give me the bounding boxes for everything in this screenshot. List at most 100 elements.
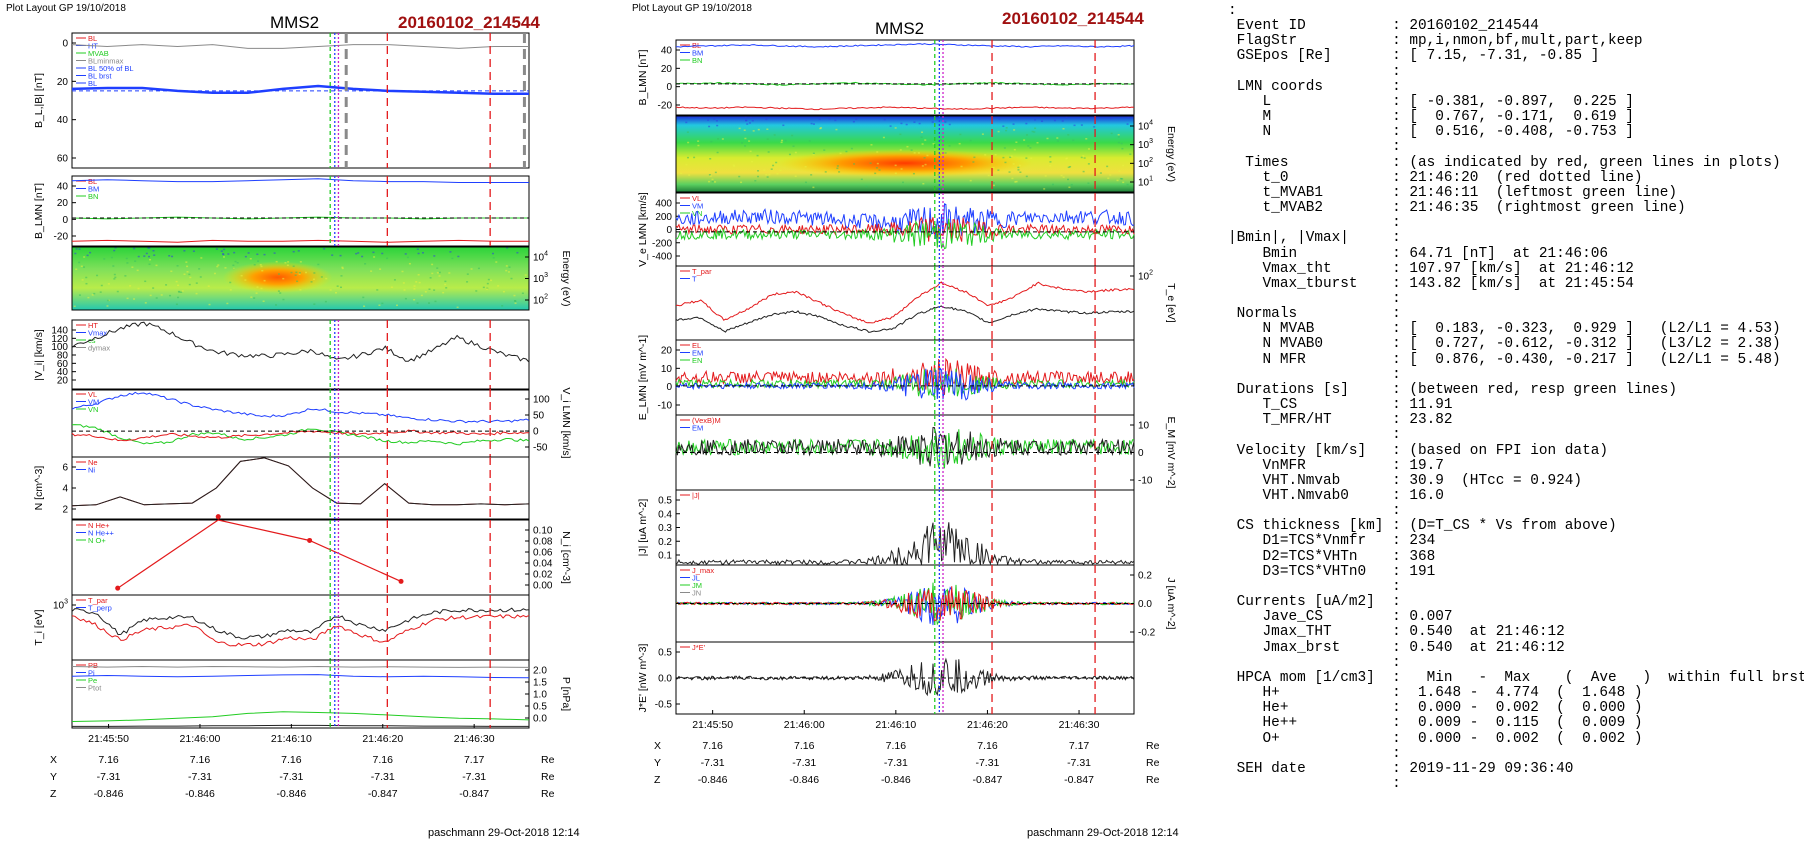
legend-label: BL brst xyxy=(88,72,112,81)
spectrogram-pixel xyxy=(1056,140,1059,142)
ephemeris-value: -0.846 xyxy=(698,774,728,786)
spectrogram-pixel xyxy=(323,248,326,250)
spectrogram-pixel xyxy=(220,250,223,252)
spectrogram-pixel xyxy=(78,248,81,250)
y-tick-label: 103 xyxy=(533,272,548,285)
spectrogram-pixel xyxy=(794,175,797,178)
spectrogram-pixel xyxy=(186,271,189,273)
series-T_par xyxy=(71,614,530,647)
spectrogram-pixel xyxy=(1121,147,1124,150)
spectrogram-pixel xyxy=(249,258,252,260)
spectrogram-pixel xyxy=(931,121,934,123)
legend-label: MVAB xyxy=(88,49,109,58)
y-tick-label: 20 xyxy=(661,346,673,357)
ephemeris-value: -7.31 xyxy=(97,771,121,783)
ephemeris-value: 7.17 xyxy=(464,754,485,766)
spectrogram-pixel xyxy=(256,253,259,256)
spectrogram-pixel xyxy=(773,134,776,136)
spectrogram-pixel xyxy=(223,248,226,251)
spectrogram-pixel xyxy=(812,153,815,156)
event-summary-panel: : Event ID : 20160102_214544 FlagStr : m… xyxy=(1228,3,1804,834)
spectrogram-pixel xyxy=(355,252,358,255)
spectrogram-pixel xyxy=(766,176,769,178)
spectrogram-pixel xyxy=(234,260,237,263)
y-tick-label: -20 xyxy=(54,232,69,243)
y-tick-label: 0.2 xyxy=(1138,571,1152,582)
spectrogram-pixel xyxy=(899,133,902,136)
y-axis-label: |V_i| [km/s] xyxy=(33,329,45,381)
spectrogram-pixel xyxy=(442,291,445,294)
spectrogram-pixel xyxy=(1126,123,1129,125)
y-tick-label: 0 xyxy=(533,427,539,438)
spectrogram-pixel xyxy=(1065,116,1068,119)
panel-frame xyxy=(71,175,530,247)
y-tick-label: 60 xyxy=(57,359,69,370)
spectrogram-pixel xyxy=(924,139,927,141)
spectrogram-pixel xyxy=(1041,120,1044,122)
spectrogram-pixel xyxy=(1083,157,1086,159)
y-tick-label: 2 xyxy=(62,505,68,516)
spectrogram-pixel xyxy=(1005,129,1008,132)
spectrogram-pixel xyxy=(413,298,416,301)
y-tick-label: 101 xyxy=(1138,176,1153,189)
spectrogram-pixel xyxy=(325,277,328,280)
spectrogram-pixel xyxy=(900,168,903,170)
spectrogram-pixel xyxy=(99,291,102,293)
spectrogram-pixel xyxy=(110,256,113,259)
spectrogram-pixel xyxy=(918,122,921,125)
spectrogram-pixel xyxy=(83,256,86,258)
spectrogram-pixel xyxy=(124,275,127,277)
y-tick-label: 102 xyxy=(533,294,548,307)
spectrogram-pixel xyxy=(926,154,929,157)
spectrogram-pixel xyxy=(772,164,775,167)
spectrogram-pixel xyxy=(75,268,78,271)
spectrogram-pixel xyxy=(1087,182,1090,184)
panel-frame xyxy=(71,456,530,520)
spectrogram-pixel xyxy=(126,297,129,300)
spectrogram-pixel xyxy=(93,292,96,295)
spectrogram-pixel xyxy=(226,302,229,305)
spectrogram-pixel xyxy=(390,286,393,289)
spectrogram-pixel xyxy=(839,152,842,155)
spectrogram-pixel xyxy=(263,279,266,282)
spectrogram-pixel xyxy=(361,255,364,258)
event-title-left: 20160102_214544 xyxy=(398,13,540,32)
series-T_perp xyxy=(71,607,530,640)
spectrogram-pixel xyxy=(875,167,878,169)
spectrogram-pixel xyxy=(707,119,710,121)
ephemeris-unit: Re xyxy=(1146,757,1160,769)
layout-caption-middle: Plot Layout GP 19/10/2018 xyxy=(632,3,752,14)
spectrogram-pixel xyxy=(416,302,419,304)
spectrogram-pixel xyxy=(905,123,908,126)
spectrogram-pixel xyxy=(378,304,381,307)
spectrogram-pixel xyxy=(363,305,366,307)
spectrogram-pixel xyxy=(788,153,791,156)
panel-frame xyxy=(675,265,1135,341)
spectrogram-pixel xyxy=(1010,155,1013,158)
spectrogram-pixel xyxy=(506,247,509,249)
spectrogram-pixel xyxy=(298,273,301,275)
spectrogram-pixel xyxy=(112,265,115,267)
spectrogram-pixel xyxy=(754,180,757,182)
spectrogram-pixel xyxy=(1033,131,1036,133)
spectrogram-pixel xyxy=(852,120,855,123)
series-BN xyxy=(675,106,1135,111)
y-tick-label: 40 xyxy=(57,115,69,126)
spectrogram-pixel xyxy=(688,116,691,118)
spectrogram-pixel xyxy=(305,271,308,274)
spectrogram-pixel xyxy=(181,290,184,292)
spectrogram-pixel xyxy=(136,269,139,272)
spectrogram-hotspot xyxy=(776,149,1034,177)
spectrogram-pixel xyxy=(812,186,815,189)
spectrogram-pixel xyxy=(906,145,909,148)
y-axis-label: E_LMN [mV m^-1] xyxy=(637,335,649,421)
spectrogram-pixel xyxy=(386,257,389,260)
spectrogram-pixel xyxy=(819,127,822,130)
spectrogram-pixel xyxy=(714,181,717,183)
spectrogram-pixel xyxy=(406,256,409,259)
y-axis-label: T_i [eV] xyxy=(33,609,45,645)
spectrogram-pixel xyxy=(794,151,797,154)
spectrogram-pixel xyxy=(436,272,439,274)
y-axis-label: E_M [mV m^-2] xyxy=(1165,416,1177,488)
legend-label: BLminmax xyxy=(88,57,124,66)
